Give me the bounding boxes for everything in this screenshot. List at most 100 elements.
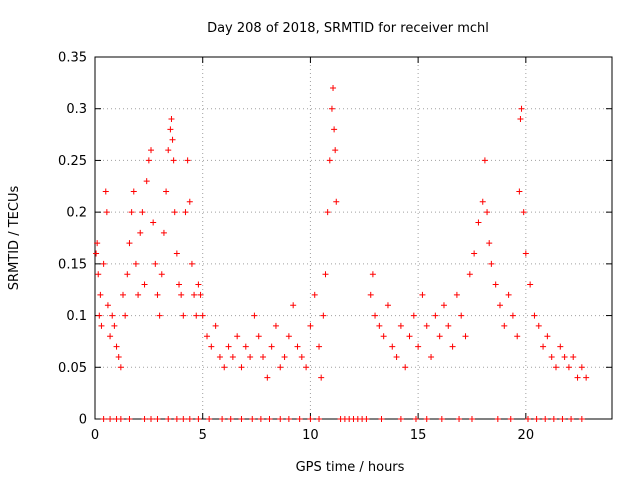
data-point [324, 209, 331, 216]
data-point [318, 374, 325, 381]
y-tick-label: 0.35 [58, 51, 87, 66]
data-point [507, 416, 514, 422]
data-point [122, 312, 129, 319]
data-point [107, 333, 114, 340]
data-point [150, 219, 157, 226]
y-tick-label: 0.05 [58, 361, 87, 376]
data-point [272, 322, 279, 329]
data-point [93, 250, 100, 257]
data-point [104, 302, 111, 309]
data-point [326, 157, 333, 164]
data-point [518, 105, 525, 112]
data-point [143, 178, 150, 185]
data-point [397, 322, 404, 329]
data-point [225, 343, 232, 350]
data-point [296, 416, 303, 422]
data-point [100, 260, 107, 267]
data-point [578, 364, 585, 371]
data-point [204, 333, 211, 340]
data-point [428, 353, 435, 360]
data-point [423, 322, 430, 329]
data-point [117, 416, 124, 422]
data-point [458, 312, 465, 319]
data-point [158, 271, 165, 278]
data-point [501, 322, 508, 329]
data-point [208, 343, 215, 350]
data-point [120, 291, 127, 298]
data-point [107, 416, 114, 422]
data-point [97, 291, 104, 298]
data-point [471, 250, 478, 257]
data-point [363, 416, 370, 422]
data-point [257, 416, 264, 422]
data-point [505, 291, 512, 298]
data-point [565, 364, 572, 371]
data-point [180, 312, 187, 319]
data-point [165, 147, 172, 154]
data-point [542, 416, 549, 422]
data-point [126, 416, 133, 422]
data-point [184, 157, 191, 164]
data-point [186, 416, 193, 422]
data-point [372, 312, 379, 319]
data-point [109, 312, 116, 319]
data-point [535, 322, 542, 329]
data-point [380, 333, 387, 340]
data-point [557, 343, 564, 350]
data-point [173, 250, 180, 257]
data-point [423, 416, 430, 422]
data-point [160, 229, 167, 236]
data-point [552, 364, 559, 371]
data-point [169, 136, 176, 143]
data-point [238, 364, 245, 371]
data-point [130, 188, 137, 195]
data-point [111, 322, 118, 329]
data-point [462, 333, 469, 340]
data-point [328, 105, 335, 112]
data-point [126, 240, 133, 247]
data-point [522, 250, 529, 257]
data-point [195, 281, 202, 288]
data-point [410, 312, 417, 319]
data-point [583, 374, 590, 381]
data-point [479, 198, 486, 205]
data-point [449, 343, 456, 350]
data-point [412, 416, 419, 422]
data-point [290, 302, 297, 309]
y-tick-label: 0.25 [58, 154, 87, 169]
data-point [524, 416, 531, 422]
y-tick-label: 0.2 [66, 206, 87, 221]
data-point [148, 416, 155, 422]
data-point [559, 416, 566, 422]
x-axis-label: GPS time / hours [296, 460, 405, 475]
data-point [281, 353, 288, 360]
data-point [145, 157, 152, 164]
data-point [167, 126, 174, 133]
data-point [307, 416, 314, 422]
data-point [216, 353, 223, 360]
data-point [419, 291, 426, 298]
data-point [128, 209, 135, 216]
data-point [94, 240, 101, 247]
data-point [182, 209, 189, 216]
data-point [533, 416, 540, 422]
data-point [139, 209, 146, 216]
chart-title: Day 208 of 2018, SRMTID for receiver mch… [207, 21, 489, 36]
data-point [332, 147, 339, 154]
x-tick-label: 5 [199, 428, 207, 443]
data-point [322, 271, 329, 278]
data-point [238, 416, 245, 422]
data-point [436, 333, 443, 340]
data-point [311, 291, 318, 298]
data-point [195, 416, 202, 422]
data-point [466, 271, 473, 278]
y-tick-label: 0 [79, 413, 87, 428]
data-point [199, 312, 206, 319]
data-point [221, 364, 228, 371]
data-point [488, 260, 495, 267]
data-point [402, 364, 409, 371]
data-point [168, 116, 175, 123]
data-point [514, 333, 521, 340]
data-point [212, 322, 219, 329]
